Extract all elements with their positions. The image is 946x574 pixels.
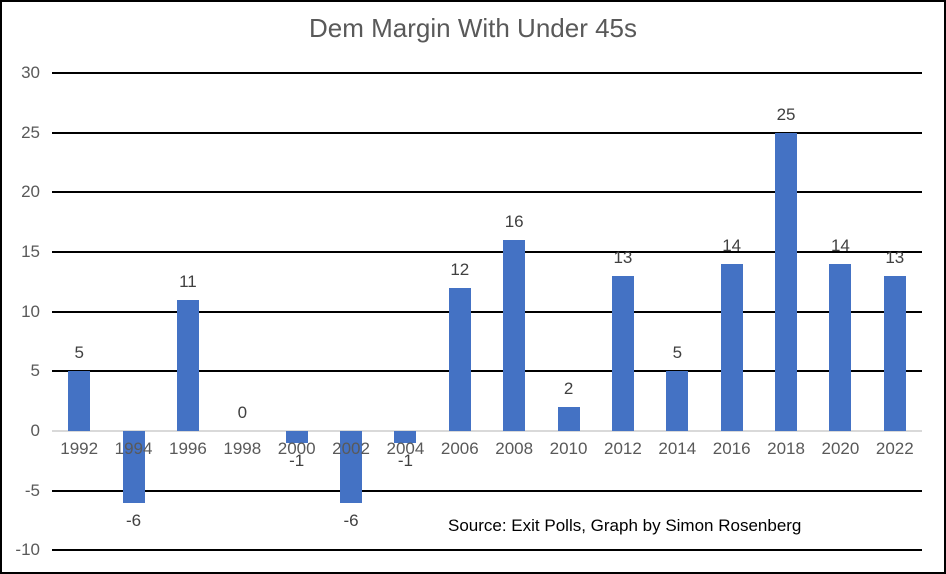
x-axis-label-2020: 2020: [821, 439, 860, 458]
data-label-2000: -1: [289, 450, 305, 470]
bar-2012: [611, 275, 634, 431]
data-label-1994: -6: [126, 510, 142, 530]
major-gridline: [52, 131, 922, 134]
bar-2002: [340, 431, 363, 503]
zero-gridline: [52, 430, 922, 432]
data-label-1992: 5: [74, 343, 84, 363]
chart-title: Dem Margin With Under 45s: [309, 13, 637, 43]
data-label-2016: 14: [722, 235, 742, 255]
data-label-2006: 12: [450, 259, 470, 279]
x-axis-label-2006: 2006: [440, 439, 479, 458]
y-axis-tick-label: -5: [24, 480, 40, 500]
data-label-1998: 0: [237, 403, 248, 422]
data-label-2012: 13: [613, 247, 633, 267]
y-axis-tick-label: 25: [21, 122, 40, 142]
bar-2004: [394, 431, 417, 443]
data-label-2002: -6: [343, 510, 359, 530]
major-gridline: [52, 72, 922, 75]
data-label-2010: 2: [563, 379, 574, 399]
major-gridline: [52, 370, 922, 373]
bar-2010: [557, 407, 580, 431]
x-axis-label-2002: 2002: [332, 439, 370, 458]
major-gridline: [52, 549, 922, 552]
x-axis-label-1994: 1994: [114, 439, 153, 458]
bar-1992: [68, 371, 91, 431]
x-axis-label-2018: 2018: [767, 439, 805, 458]
major-gridline: [52, 310, 922, 313]
bar-2006: [448, 287, 471, 431]
y-axis-tick-label: 5: [30, 361, 40, 381]
major-gridline: [52, 251, 922, 254]
bar-2022: [883, 275, 906, 431]
bar-2018: [775, 132, 798, 431]
x-axis-label-2012: 2012: [604, 439, 642, 458]
bar-2008: [503, 240, 526, 431]
x-axis-label-2010: 2010: [549, 439, 588, 458]
bar-2014: [666, 371, 689, 431]
data-label-2004: -1: [397, 450, 413, 470]
x-axis-label-1998: 1998: [223, 439, 262, 458]
x-axis-label-2000: 2000: [277, 439, 316, 458]
data-label-2020: 14: [830, 235, 850, 255]
x-axis-label-2014: 2014: [658, 439, 697, 458]
y-axis-tick-label: 15: [21, 242, 40, 262]
data-label-1996: 11: [179, 271, 197, 291]
data-label-2008: 16: [504, 212, 524, 232]
x-axis-label-1992: 1992: [60, 439, 99, 458]
y-axis-tick-label: -10: [15, 540, 40, 560]
x-axis-label-1996: 1996: [169, 439, 207, 458]
major-gridline: [52, 489, 922, 492]
bar-2000: [285, 431, 308, 443]
bar-2020: [829, 263, 852, 431]
data-label-2014: 5: [672, 343, 683, 363]
data-label-2018: 25: [776, 104, 796, 124]
data-label-2022: 13: [885, 247, 905, 267]
major-gridline: [52, 191, 922, 194]
x-axis-label-2022: 2022: [875, 439, 914, 458]
y-axis-tick-label: 30: [21, 63, 40, 83]
y-axis-tick-label: 10: [21, 301, 40, 321]
x-axis-label-2016: 2016: [712, 439, 751, 458]
source-note: Source: Exit Polls, Graph by Simon Rosen…: [448, 516, 802, 535]
y-axis-tick-label: 20: [21, 182, 40, 202]
bar-1996: [176, 299, 199, 431]
bar-2016: [720, 263, 743, 431]
x-axis-label-2008: 2008: [495, 439, 534, 458]
x-axis-label-2004: 2004: [386, 439, 425, 458]
bar-1994: [122, 431, 145, 503]
y-axis-tick-label: 0: [30, 421, 40, 440]
